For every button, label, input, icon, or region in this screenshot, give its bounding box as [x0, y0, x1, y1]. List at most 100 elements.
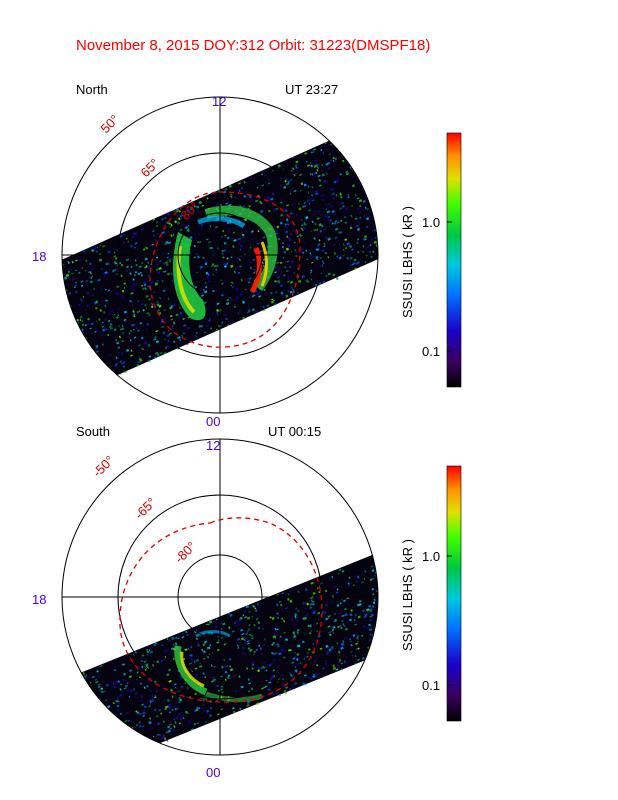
south-swath-pixel — [342, 599, 347, 603]
north-swath-pixel — [280, 291, 284, 295]
north-swath-pixel — [135, 326, 139, 329]
north-swath-pixel — [338, 155, 342, 158]
south-swath-pixel — [275, 603, 279, 607]
south-swath-pixel — [246, 629, 250, 633]
north-swath-pixel — [167, 340, 170, 342]
north-swath-pixel — [98, 258, 103, 262]
north-swath-pixel — [324, 236, 328, 239]
north-swath-pixel — [95, 320, 98, 323]
south-swath-pixel — [81, 732, 85, 736]
north-swath-pixel — [134, 270, 138, 274]
north-swath-pixel — [64, 350, 69, 353]
north-swath-pixel — [382, 192, 385, 194]
north-swath-pixel — [187, 209, 191, 213]
south-swath-pixel — [318, 642, 321, 645]
north-swath-pixel — [115, 292, 119, 295]
south-swath-pixel — [390, 632, 393, 634]
south-time-label: UT 00:15 — [268, 424, 321, 439]
north-swath-pixel — [136, 364, 140, 367]
south-swath-pixel — [308, 676, 311, 679]
south-swath-pixel — [287, 601, 291, 604]
south-swath-pixel — [281, 684, 284, 687]
south-swath-pixel — [421, 615, 423, 618]
south-swath-pixel — [229, 613, 233, 617]
south-colorbar-tick-label: 0.1 — [422, 678, 440, 693]
north-swath-pixel — [329, 204, 333, 208]
south-swath-pixel — [160, 659, 164, 663]
north-swath-pixel — [310, 278, 313, 281]
north-swath-pixel — [89, 271, 92, 275]
south-swath-pixel — [85, 676, 89, 679]
south-swath-pixel — [196, 706, 199, 709]
south-swath-pixel — [153, 643, 157, 647]
north-swath-pixel — [179, 338, 182, 342]
north-swath-pixel — [131, 288, 135, 292]
north-swath-pixel — [137, 300, 140, 303]
north-swath-pixel — [89, 364, 93, 368]
north-swath-pixel — [115, 362, 119, 366]
south-swath-pixel — [105, 754, 109, 755]
north-swath-pixel — [182, 317, 185, 320]
south-swath-pixel — [351, 654, 354, 657]
north-colorbar: 1.0 0.1 SSUSI LBHS ( kR ) — [400, 132, 462, 388]
north-swath-pixel — [157, 355, 160, 358]
north-swath-pixel — [237, 271, 241, 275]
north-swath-pixel — [315, 255, 319, 259]
north-swath-pixel — [113, 269, 117, 272]
south-swath-pixel — [356, 574, 360, 578]
south-swath-pixel — [292, 686, 296, 690]
north-swath-pixel — [89, 371, 94, 375]
north-swath-pixel — [271, 192, 275, 196]
north-swath-pixel — [325, 203, 328, 206]
north-swath-pixel — [289, 192, 292, 195]
north-swath-pixel — [58, 339, 61, 341]
south-swath-pixel — [312, 591, 316, 595]
north-swath-pixel — [225, 317, 229, 320]
north-swath-pixel — [178, 210, 182, 213]
north-swath-pixel — [79, 315, 83, 319]
south-swath-pixel — [221, 691, 224, 694]
north-swath-pixel — [295, 214, 298, 217]
north-swath-pixel — [212, 290, 215, 293]
north-swath-pixel — [155, 340, 160, 344]
south-swath-pixel — [169, 711, 171, 714]
north-swath-pixel — [133, 313, 136, 316]
south-swath-pixel — [317, 611, 321, 615]
north-swath-pixel — [333, 251, 336, 255]
north-swath-pixel — [321, 224, 324, 228]
north-swath-pixel — [240, 255, 243, 259]
north-swath-pixel — [292, 167, 295, 171]
north-swath-pixel — [109, 327, 113, 330]
south-swath-pixel — [113, 669, 117, 671]
north-swath-pixel — [356, 241, 359, 244]
south-swath-pixel — [246, 640, 250, 643]
south-swath-pixel — [122, 678, 125, 682]
north-swath-pixel — [371, 135, 374, 138]
north-swath-pixel — [366, 225, 369, 228]
north-swath-pixel — [39, 298, 42, 301]
south-swath-pixel — [163, 649, 168, 654]
south-swath-pixel — [138, 724, 142, 728]
south-swath-pixel — [100, 665, 103, 667]
south-swath-pixel — [115, 681, 119, 684]
south-swath-pixel — [173, 725, 176, 729]
north-swath-pixel — [63, 348, 66, 352]
north-swath-pixel — [197, 210, 200, 213]
south-swath-pixel — [373, 647, 376, 650]
north-swath-pixel — [333, 180, 337, 184]
south-swath-pixel — [365, 608, 370, 611]
north-swath-pixel — [377, 191, 378, 194]
north-swath-pixel — [209, 225, 212, 228]
south-swath-pixel — [423, 569, 425, 571]
north-swath-pixel — [166, 256, 169, 259]
north-swath-pixel — [342, 221, 344, 224]
south-swath-pixel — [424, 610, 426, 612]
north-swath-pixel — [329, 188, 333, 191]
north-swath-pixel — [149, 244, 153, 247]
south-swath-pixel — [428, 597, 430, 599]
south-swath-pixel — [297, 609, 300, 613]
north-swath-pixel — [370, 203, 373, 206]
north-swath-pixel — [146, 311, 150, 315]
north-swath-pixel — [130, 292, 134, 295]
north-swath-pixel — [230, 281, 233, 284]
